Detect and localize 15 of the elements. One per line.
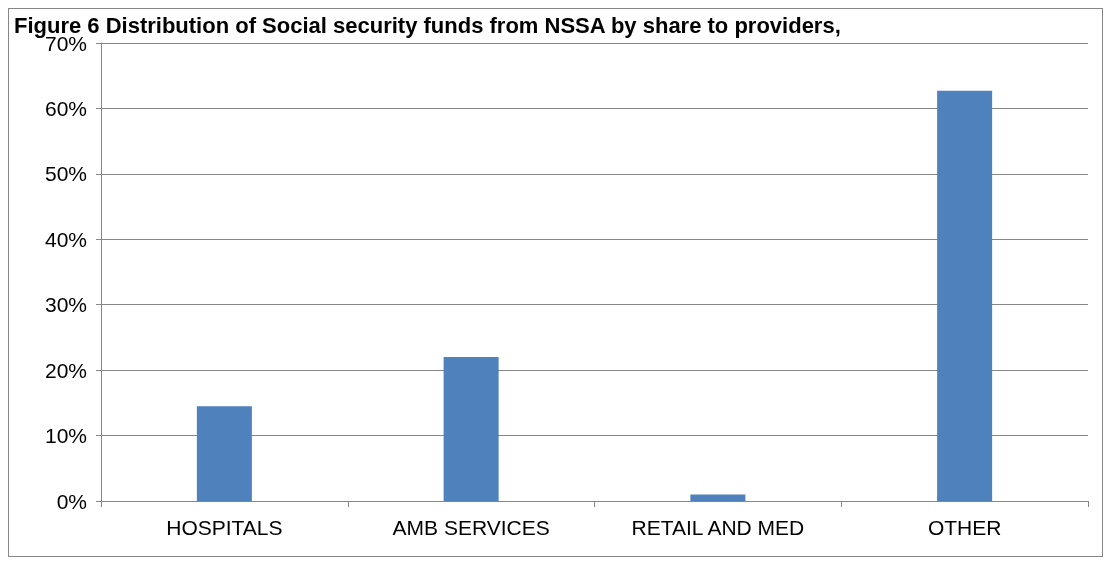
- bar: [937, 90, 993, 501]
- y-tick-label: 10%: [44, 424, 87, 448]
- y-tick-label: 20%: [44, 358, 87, 382]
- bar: [196, 406, 252, 501]
- y-tick-label: 50%: [44, 162, 87, 186]
- x-tick-label: AMB SERVICES: [392, 516, 550, 539]
- x-tick-label: HOSPITALS: [166, 516, 283, 539]
- y-tick-label: 40%: [44, 227, 87, 251]
- y-tick-label: 60%: [44, 96, 87, 120]
- x-tick-label: RETAIL AND MED: [631, 516, 805, 539]
- x-tick-label: OTHER: [927, 516, 1002, 539]
- y-tick-label: 30%: [44, 293, 87, 317]
- y-tick-label: 0%: [56, 489, 87, 513]
- bar: [443, 357, 499, 501]
- bar: [690, 494, 746, 501]
